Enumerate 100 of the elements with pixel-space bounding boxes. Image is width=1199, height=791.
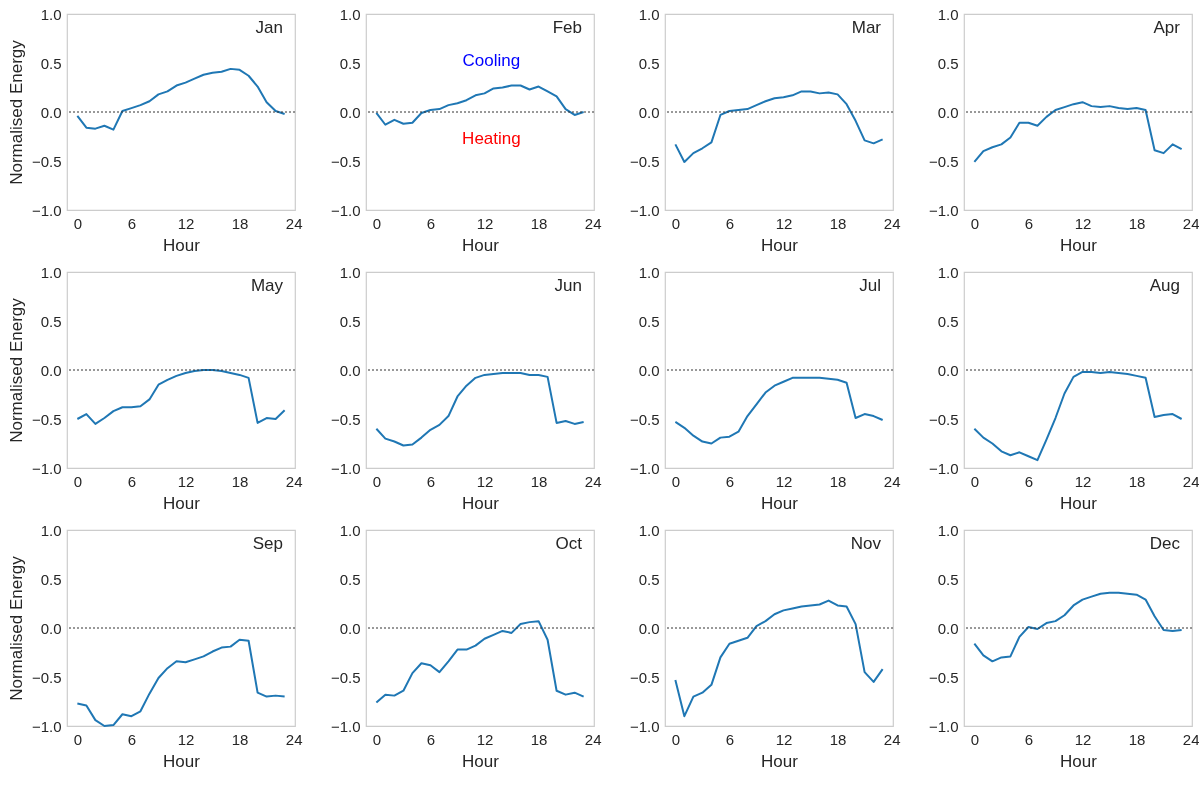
y-tick-label: 1.0 [40, 5, 62, 23]
x-tick-label: 12 [775, 472, 793, 490]
x-tick-label: 12 [775, 214, 793, 232]
x-tick-label: 6 [426, 214, 436, 232]
x-tick-label: 6 [127, 472, 137, 490]
x-tick-label: 0 [671, 472, 681, 490]
x-tick-label: 0 [970, 730, 980, 748]
y-tick-label: −1.0 [629, 201, 660, 219]
x-axis-title: Hour [761, 493, 799, 513]
x-axis-title: Hour [1060, 235, 1098, 255]
y-tick-label: 1.0 [339, 263, 361, 281]
y-tick-label: 1.0 [339, 5, 361, 23]
y-tick-label: 0.5 [339, 54, 361, 72]
x-tick-label: 12 [177, 472, 195, 490]
y-tick-label: 0.0 [339, 361, 361, 379]
x-tick-label: 0 [970, 472, 980, 490]
y-tick-label: −0.5 [629, 410, 660, 428]
x-tick-label: 24 [883, 214, 901, 232]
x-tick-label: 12 [775, 730, 793, 748]
y-tick-label: 0.5 [638, 570, 660, 588]
x-tick-label: 0 [73, 214, 83, 232]
y-tick-label: 0.5 [638, 312, 660, 330]
x-axis-title: Hour [1060, 493, 1098, 513]
x-tick-label: 12 [476, 214, 494, 232]
y-tick-label: −1.0 [928, 201, 959, 219]
chart-title: Feb [552, 18, 582, 37]
chart-title: Nov [850, 534, 882, 553]
y-tick-label: −1.0 [31, 717, 62, 735]
chart-title: Aug [1149, 276, 1180, 295]
y-tick-label: 0.5 [937, 570, 959, 588]
x-tick-label: 24 [285, 472, 303, 490]
x-tick-label: 12 [1074, 472, 1092, 490]
y-tick-label: −1.0 [330, 459, 361, 477]
y-tick-label: 1.0 [638, 521, 660, 539]
y-tick-label: 0.0 [339, 619, 361, 637]
x-tick-label: 24 [883, 472, 901, 490]
y-tick-label: −1.0 [31, 201, 62, 219]
x-tick-label: 18 [530, 214, 548, 232]
x-tick-label: 18 [1128, 472, 1146, 490]
x-tick-label: 0 [73, 730, 83, 748]
y-tick-label: 0.5 [937, 312, 959, 330]
x-tick-label: 24 [1182, 472, 1199, 490]
y-tick-label: 1.0 [40, 263, 62, 281]
line-series [76, 67, 286, 131]
y-tick-label: −0.5 [31, 152, 62, 170]
line-series [375, 371, 585, 447]
y-tick-label: 0.5 [339, 570, 361, 588]
x-tick-label: 6 [426, 472, 436, 490]
line-series [973, 370, 1183, 462]
chart-title: Apr [1153, 18, 1181, 37]
x-tick-label: 18 [829, 472, 847, 490]
x-tick-label: 6 [127, 730, 137, 748]
x-axis-title: Hour [462, 235, 500, 255]
x-tick-label: 12 [177, 730, 195, 748]
x-tick-label: 0 [671, 214, 681, 232]
y-tick-label: 0.0 [638, 103, 660, 121]
x-tick-label: 6 [426, 730, 436, 748]
chart-title: Jul [859, 276, 881, 295]
x-tick-label: 18 [1128, 214, 1146, 232]
x-tick-label: 18 [829, 730, 847, 748]
x-tick-label: 24 [1182, 730, 1199, 748]
x-tick-label: 6 [725, 472, 735, 490]
line-series [76, 638, 286, 727]
y-tick-label: −0.5 [629, 152, 660, 170]
x-tick-label: 0 [671, 730, 681, 748]
annotation: Heating [462, 129, 521, 149]
x-axis-title: Hour [462, 751, 500, 771]
y-tick-label: 0.0 [40, 619, 62, 637]
x-tick-label: 0 [372, 730, 382, 748]
line-series [375, 620, 585, 704]
y-tick-label: −1.0 [330, 717, 361, 735]
chart-title: Mar [851, 18, 882, 37]
y-axis-title: Normalised Energy [6, 555, 26, 701]
line-series [674, 90, 884, 163]
y-tick-label: 0.5 [40, 54, 62, 72]
x-tick-label: 18 [1128, 730, 1146, 748]
y-tick-label: −1.0 [330, 201, 361, 219]
y-tick-label: −0.5 [928, 152, 959, 170]
x-tick-label: 24 [584, 730, 602, 748]
x-tick-label: 0 [970, 214, 980, 232]
x-tick-label: 6 [725, 730, 735, 748]
y-tick-label: 0.0 [638, 361, 660, 379]
y-tick-label: 0.5 [40, 570, 62, 588]
x-tick-label: 18 [829, 214, 847, 232]
y-tick-label: 1.0 [339, 521, 361, 539]
chart-title: Dec [1149, 534, 1181, 553]
y-tick-label: 0.5 [339, 312, 361, 330]
y-tick-label: 1.0 [937, 5, 959, 23]
y-tick-label: 0.0 [937, 103, 959, 121]
y-tick-label: 0.0 [937, 361, 959, 379]
x-tick-label: 24 [584, 472, 602, 490]
y-tick-label: −0.5 [330, 152, 361, 170]
y-tick-label: 1.0 [937, 263, 959, 281]
y-tick-label: −0.5 [330, 410, 361, 428]
y-tick-label: 0.5 [937, 54, 959, 72]
x-tick-label: 6 [1024, 730, 1034, 748]
x-tick-label: 18 [530, 730, 548, 748]
y-tick-label: −0.5 [31, 668, 62, 686]
x-axis-title: Hour [462, 493, 500, 513]
y-tick-label: −0.5 [629, 668, 660, 686]
